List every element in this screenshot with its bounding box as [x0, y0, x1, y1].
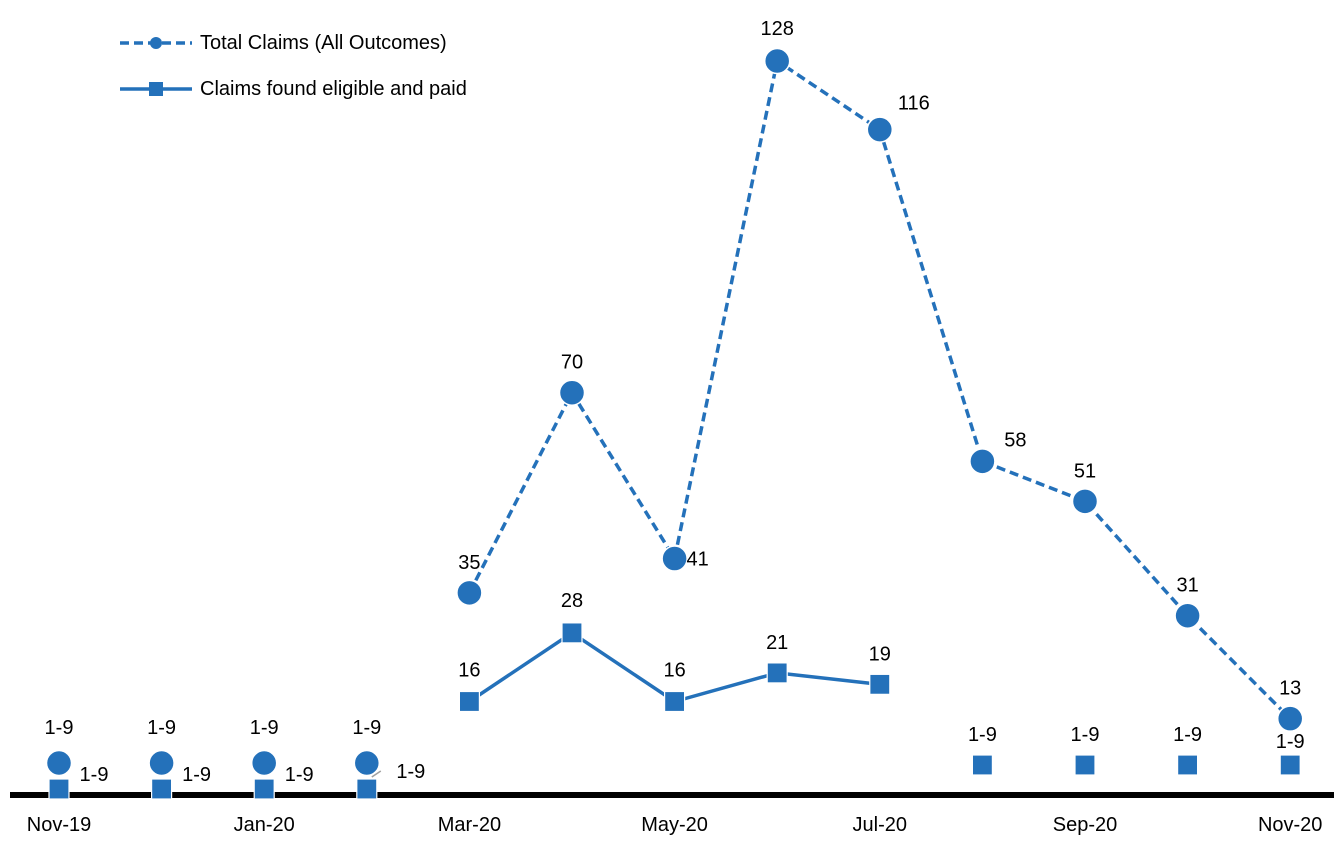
data-label-eligible-paid: 1-9 — [396, 761, 425, 783]
x-tick-label: Nov-20 — [1258, 814, 1322, 836]
marker-eligible-paid — [1279, 754, 1301, 776]
leader-line — [371, 770, 382, 778]
data-label-total-claims: 70 — [561, 352, 583, 374]
marker-total-claims — [1174, 602, 1201, 629]
x-tick-label: Nov-19 — [27, 814, 91, 836]
marker-eligible-paid — [253, 778, 275, 800]
marker-total-claims — [456, 579, 483, 607]
marker-total-claims — [148, 749, 175, 777]
data-label-total-claims: 13 — [1279, 678, 1301, 700]
marker-eligible-paid — [869, 673, 891, 695]
data-label-total-claims: 31 — [1176, 575, 1198, 597]
marker-total-claims — [661, 545, 688, 572]
x-tick-label: May-20 — [641, 814, 708, 836]
marker-total-claims — [353, 749, 381, 777]
data-label-eligible-paid: 1-9 — [1173, 724, 1202, 746]
legend-swatch-solid-square — [120, 82, 192, 96]
marker-total-claims — [250, 749, 278, 777]
data-label-total-claims: 128 — [761, 18, 794, 40]
line-total-claims — [467, 58, 1292, 720]
data-label-total-claims: 116 — [898, 93, 930, 115]
x-tick-label: Mar-20 — [438, 814, 501, 836]
marker-eligible-paid — [561, 622, 583, 644]
data-label-eligible-paid: 21 — [766, 632, 788, 654]
marker-total-claims — [763, 47, 791, 75]
data-label-eligible-paid: 28 — [561, 590, 583, 612]
data-label-eligible-paid: 19 — [869, 643, 891, 665]
data-label-eligible-paid: 1-9 — [968, 724, 997, 746]
marker-eligible-paid — [458, 690, 480, 713]
legend-swatch-dashed-circle — [120, 37, 192, 49]
data-label-eligible-paid: 1-9 — [182, 764, 211, 786]
marker-eligible-paid — [356, 778, 378, 800]
data-label-total-claims: 1-9 — [45, 717, 74, 739]
data-label-total-claims: 35 — [458, 552, 480, 574]
data-label-total-claims: 1-9 — [250, 717, 279, 739]
marker-eligible-paid — [766, 662, 788, 684]
data-labels: 1-9 1-9 1-9 1-9 35 70 41 128 116 58 51 31 13 1-9 1-9 1-… — [45, 18, 1305, 786]
marker-total-claims — [558, 379, 586, 406]
data-label-eligible-paid: 1-9 — [285, 764, 314, 786]
data-label-total-claims: 51 — [1074, 460, 1096, 482]
legend-item-eligible-paid: Claims found eligible and paid — [118, 66, 467, 112]
marker-total-claims — [969, 448, 996, 475]
data-label-eligible-paid: 1-9 — [80, 764, 109, 786]
data-label-eligible-paid: 16 — [663, 660, 685, 682]
legend-item-total-claims: Total Claims (All Outcomes) — [118, 20, 467, 66]
data-label-eligible-paid: 16 — [458, 660, 480, 682]
marker-total-claims — [45, 749, 73, 777]
x-tick-label: Jul-20 — [853, 814, 907, 836]
data-label-total-claims: 1-9 — [352, 717, 381, 739]
data-label-total-claims: 58 — [1004, 429, 1026, 451]
marker-eligible-paid — [1176, 754, 1199, 776]
legend-label-total-claims: Total Claims (All Outcomes) — [200, 31, 447, 54]
x-tick-label: Jan-20 — [234, 814, 295, 836]
x-tick-labels: Nov-19 Jan-20 Mar-20 May-20 Jul-20 Sep-20 Nov-… — [27, 814, 1323, 836]
marker-total-claims — [1276, 705, 1304, 732]
series-lines — [371, 58, 1292, 778]
series-markers — [45, 47, 1304, 800]
data-label-total-claims: 1-9 — [147, 717, 176, 739]
marker-eligible-paid — [151, 778, 173, 800]
data-label-eligible-paid: 1-9 — [1071, 724, 1100, 746]
data-label-total-claims: 41 — [686, 549, 708, 571]
marker-eligible-paid — [48, 778, 70, 800]
legend: Total Claims (All Outcomes) Claims found… — [118, 20, 467, 112]
marker-eligible-paid — [663, 690, 686, 713]
marker-eligible-paid — [1074, 754, 1096, 776]
marker-eligible-paid — [971, 754, 994, 776]
legend-label-eligible-paid: Claims found eligible and paid — [200, 77, 467, 100]
marker-total-claims — [1071, 488, 1099, 515]
marker-total-claims — [866, 116, 894, 143]
x-tick-label: Sep-20 — [1053, 814, 1118, 836]
data-label-eligible-paid: 1-9 — [1276, 731, 1305, 753]
